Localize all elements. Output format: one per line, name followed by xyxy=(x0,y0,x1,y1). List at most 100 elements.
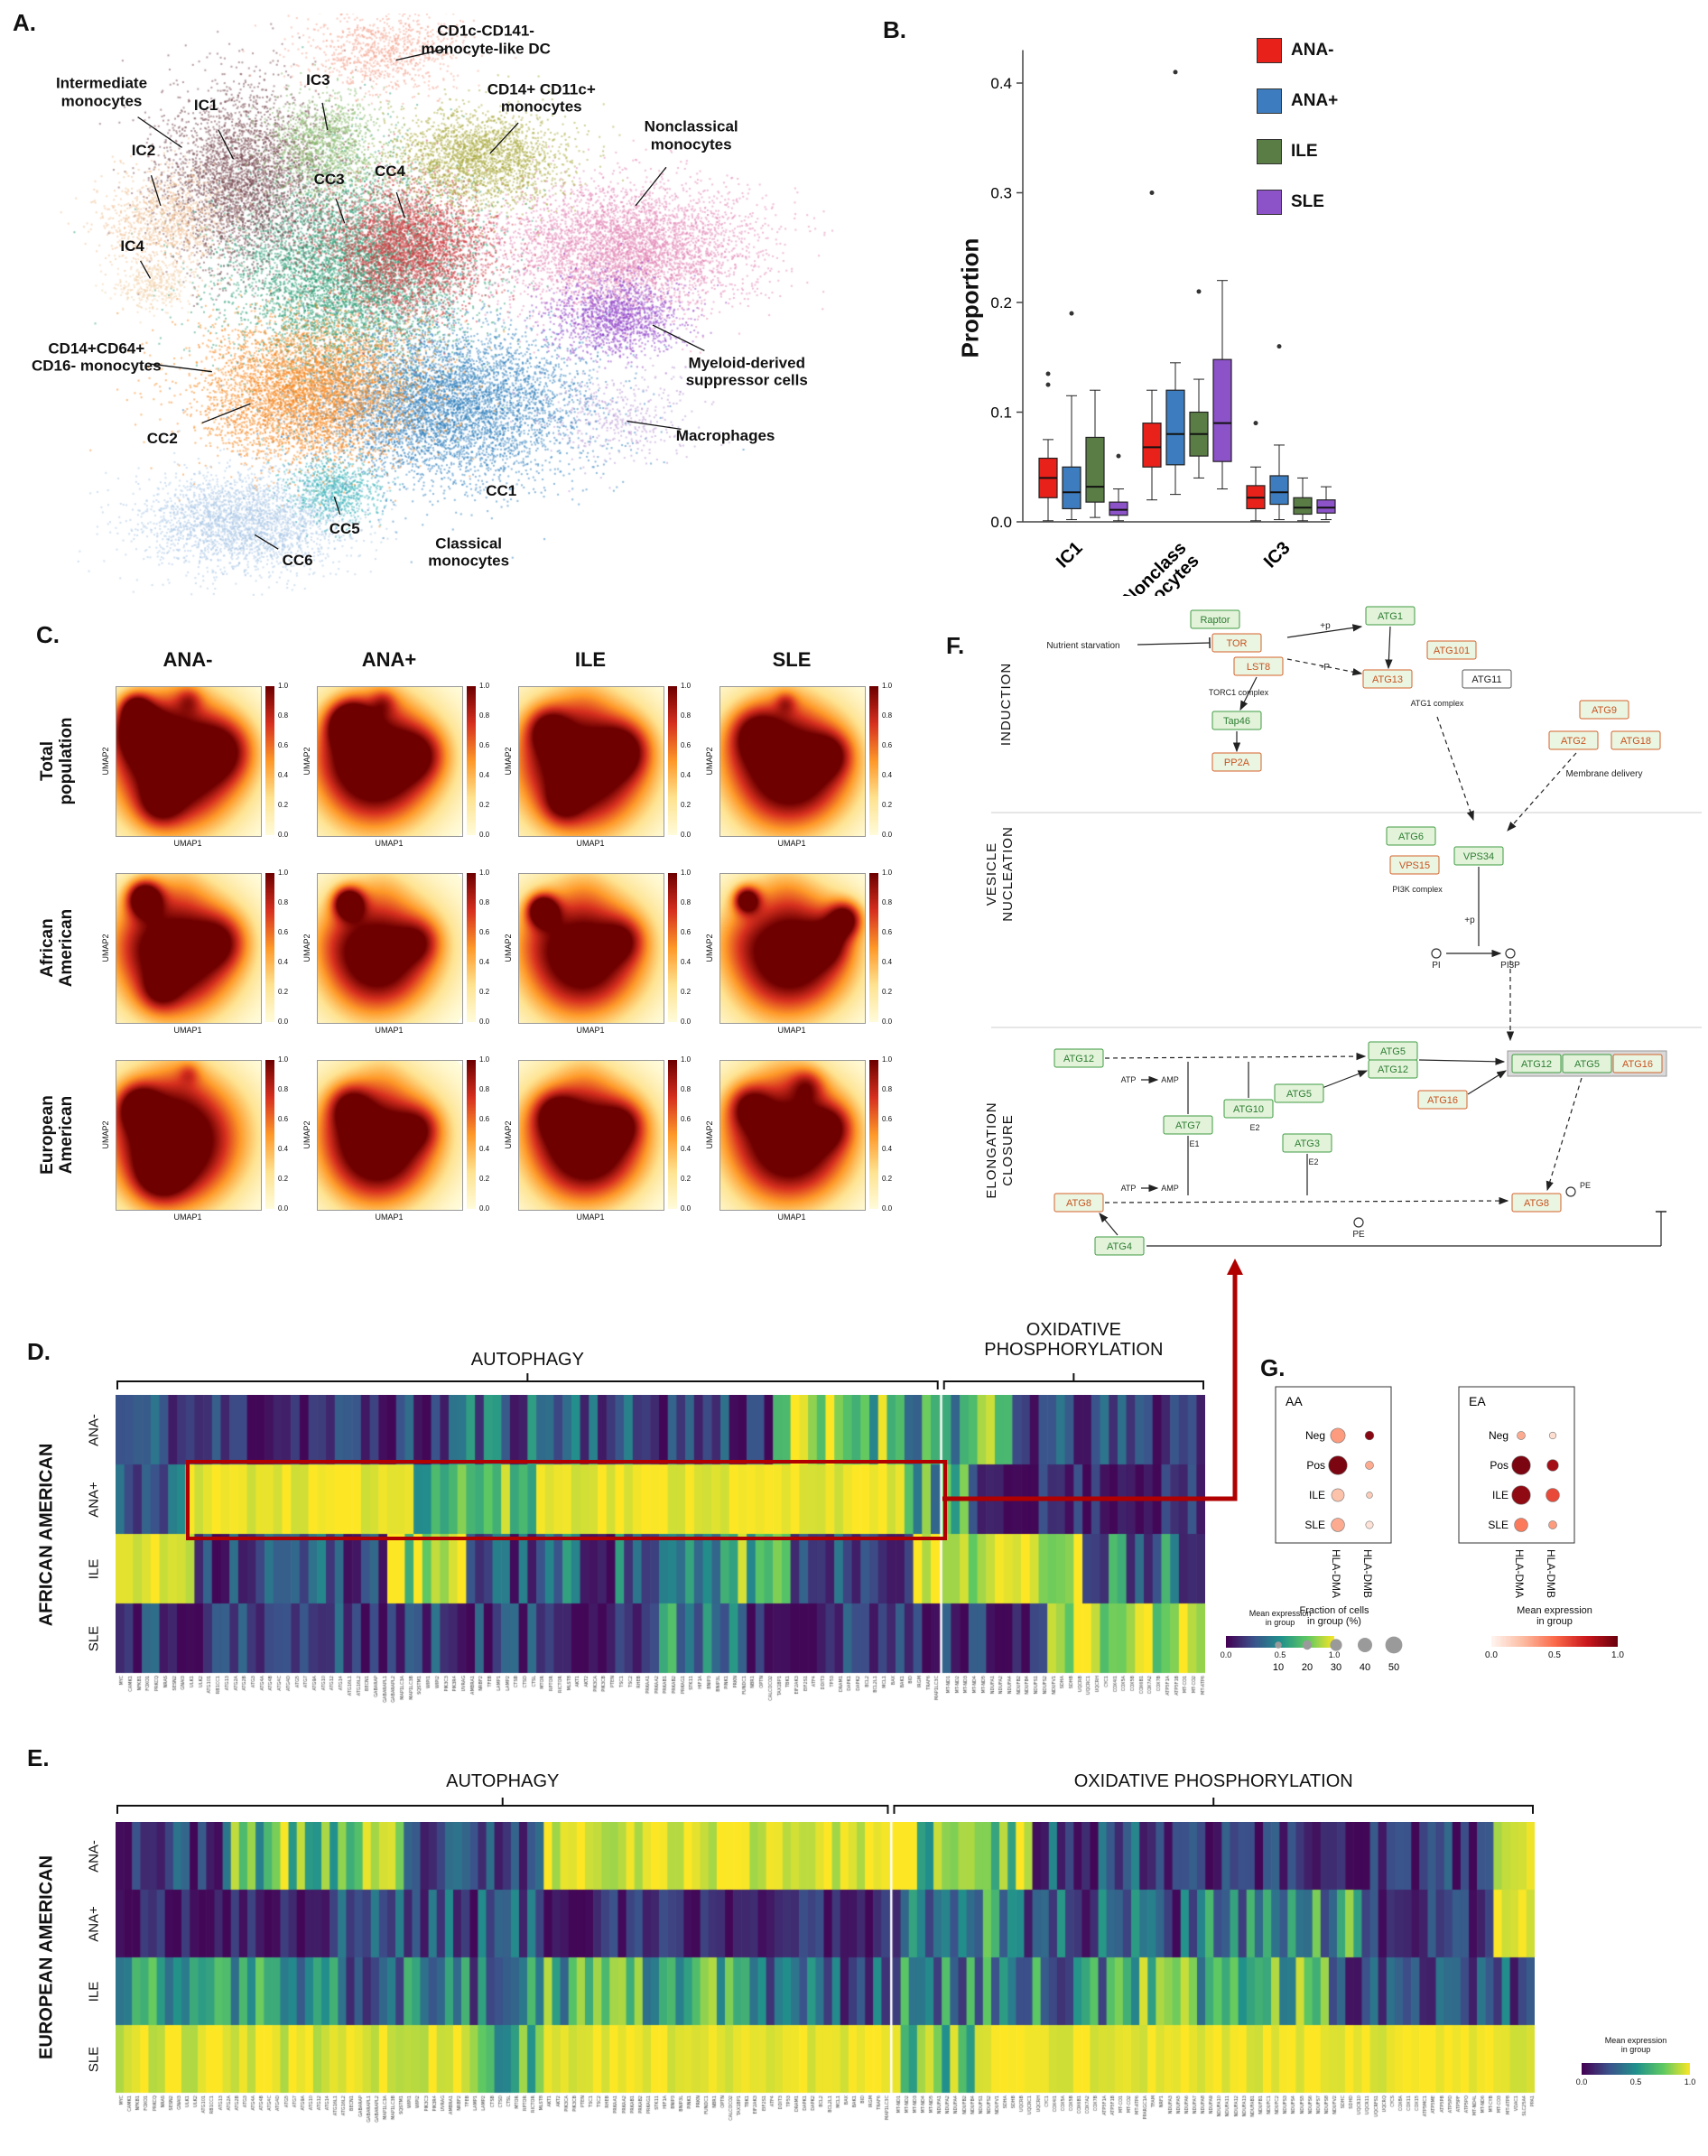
svg-text:ATG16: ATG16 xyxy=(1427,1095,1458,1106)
panel-e-label: E. xyxy=(27,1744,50,1771)
density-row-header: European American xyxy=(38,1094,76,1175)
svg-text:+p: +p xyxy=(1464,915,1475,925)
density-xlabel: UMAP1 xyxy=(777,839,806,848)
heatmap-group-label: EUROPEAN AMERICAN xyxy=(36,1855,57,2059)
svg-text:Nonclassmonocytes: Nonclassmonocytes xyxy=(1109,538,1202,596)
svg-text:50: 50 xyxy=(1388,1662,1399,1673)
density-plot-r2-c2 xyxy=(518,1060,664,1211)
legend-label-SLE: SLE xyxy=(1291,192,1324,211)
cluster-annotation: IC1 xyxy=(193,97,218,115)
density-cbar-tick: 0.2 xyxy=(681,801,692,809)
heatmap-cbar-title: Mean expression in group xyxy=(1604,2036,1667,2054)
heatmap-row-label: ANA+ xyxy=(86,1905,102,1942)
density-cbar-tick: 0.0 xyxy=(278,1204,289,1213)
svg-text:Tap46: Tap46 xyxy=(1223,716,1250,727)
density-cbar-tick: 0.2 xyxy=(882,801,893,809)
density-plot-r1-c1 xyxy=(317,873,463,1024)
heatmap-cbar-tick: 1.0 xyxy=(1328,1650,1341,1659)
cluster-annotation: IC2 xyxy=(131,141,156,159)
density-cbar-tick: 1.0 xyxy=(479,869,490,877)
svg-text:VPS34: VPS34 xyxy=(1463,851,1494,862)
density-plot-r1-c3 xyxy=(719,873,866,1024)
density-ylabel: UMAP2 xyxy=(101,1120,110,1149)
density-ylabel: UMAP2 xyxy=(504,1120,513,1149)
cluster-annotation: Classical monocytes xyxy=(428,534,510,570)
dotplot-EA: EA Neg Pos ILE SLE xyxy=(1458,1386,1575,1544)
density-cbar-tick: 0.2 xyxy=(882,1175,893,1183)
legend-label-ILE: ILE xyxy=(1291,142,1318,161)
density-colorbar xyxy=(265,1060,274,1209)
svg-text:ILE: ILE xyxy=(1492,1489,1508,1501)
density-cbar-tick: 0.4 xyxy=(278,958,289,966)
pathway-section-label: INDUCTION xyxy=(998,662,1014,747)
density-colorbar xyxy=(467,873,476,1022)
density-cbar-tick: 0.8 xyxy=(278,711,289,720)
cluster-annotation: IC4 xyxy=(120,237,144,256)
svg-text:ATG5: ATG5 xyxy=(1380,1046,1406,1057)
svg-text:ATG101: ATG101 xyxy=(1434,646,1470,656)
heatmap-cbar-tick: 1.0 xyxy=(1684,2077,1696,2086)
density-plot-r0-c2 xyxy=(518,686,664,837)
density-ylabel: UMAP2 xyxy=(705,746,714,776)
svg-text:ATG7: ATG7 xyxy=(1175,1120,1201,1131)
density-cbar-tick: 0.6 xyxy=(278,1115,289,1123)
bracket-label-oxphos: OXIDATIVE PHOSPHORYLATION xyxy=(1073,1771,1353,1791)
color-legend-tick: 1.0 xyxy=(1611,1650,1624,1660)
heatmap-row-label: ANA- xyxy=(86,1839,102,1873)
svg-text:ATG12: ATG12 xyxy=(1521,1059,1552,1070)
pathway-section-label: ELONGATION CLOSURE xyxy=(984,1101,1016,1199)
heatmap-cbar-tick: 0.0 xyxy=(1575,2077,1588,2086)
density-cbar-tick: 0.4 xyxy=(479,958,490,966)
density-cbar-tick: 1.0 xyxy=(278,682,289,690)
density-cbar-tick: 0.8 xyxy=(479,898,490,906)
density-ylabel: UMAP2 xyxy=(302,1120,311,1149)
density-cbar-tick: 0.6 xyxy=(278,741,289,749)
size-legend-title: Fraction of cells in group (%) xyxy=(1299,1605,1369,1627)
legend-swatch-SLE xyxy=(1257,190,1282,215)
svg-text:-P: -P xyxy=(1321,663,1330,673)
density-xlabel: UMAP1 xyxy=(576,1213,605,1222)
svg-text:SLE: SLE xyxy=(1488,1519,1508,1531)
panel-g-label: G. xyxy=(1260,1354,1286,1381)
svg-text:ATG13: ATG13 xyxy=(1372,674,1403,685)
density-cbar-tick: 0.6 xyxy=(882,928,893,936)
density-cbar-tick: 0.6 xyxy=(882,1115,893,1123)
density-plot-r0-c3 xyxy=(719,686,866,837)
heatmap-cbar-tick: 0.5 xyxy=(1629,2077,1642,2086)
density-cbar-tick: 0.4 xyxy=(681,958,692,966)
svg-text:0.2: 0.2 xyxy=(990,294,1012,311)
boxplot: 0.0 0.1 0.2 0.3 0.4 IC1 Nonclassmonocytes IC3 xyxy=(990,50,1336,596)
heatmap-cbar-tick: 0.0 xyxy=(1220,1650,1232,1659)
svg-text:ATG2: ATG2 xyxy=(1561,736,1586,747)
density-cbar-tick: 0.6 xyxy=(882,741,893,749)
cluster-annotation: CD1c-CD141- monocyte-like DC xyxy=(421,22,551,58)
density-cbar-tick: 1.0 xyxy=(882,1055,893,1064)
density-cbar-tick: 0.8 xyxy=(681,711,692,720)
density-plot-r1-c2 xyxy=(518,873,664,1024)
density-cbar-tick: 0.0 xyxy=(681,1018,692,1026)
svg-text:Nutrient starvation: Nutrient starvation xyxy=(1046,641,1119,651)
svg-text:PI: PI xyxy=(1432,961,1440,971)
svg-text:E2: E2 xyxy=(1249,1123,1259,1132)
svg-text:ATG6: ATG6 xyxy=(1398,832,1424,842)
svg-text:0.3: 0.3 xyxy=(990,185,1012,202)
dotplot-col-label-HLA-DMA: HLA-DMA xyxy=(1330,1549,1342,1599)
heatmap-row-label: ANA- xyxy=(86,1413,102,1446)
density-ylabel: UMAP2 xyxy=(504,933,513,962)
cluster-annotation: Intermediate monocytes xyxy=(55,74,148,110)
heatmap-row-label: ILE xyxy=(86,1981,102,2002)
density-plot-r2-c3 xyxy=(719,1060,866,1211)
boxplot-y-axis-title: Proportion xyxy=(956,237,984,358)
dotplot-AA: AA Neg Pos ILE SLE xyxy=(1275,1386,1392,1544)
density-cbar-tick: 0.8 xyxy=(882,898,893,906)
cluster-annotation: Macrophages xyxy=(675,426,775,444)
color-legend-tick: 0.0 xyxy=(1485,1650,1498,1660)
density-col-header-SLE: SLE xyxy=(772,648,812,671)
density-cbar-tick: 0.6 xyxy=(278,928,289,936)
density-xlabel: UMAP1 xyxy=(375,1213,404,1222)
density-colorbar xyxy=(467,1060,476,1209)
dotplot-col-label-HLA-DMB: HLA-DMB xyxy=(1545,1549,1557,1599)
density-colorbar xyxy=(869,1060,878,1209)
density-plot-r2-c1 xyxy=(317,1060,463,1211)
